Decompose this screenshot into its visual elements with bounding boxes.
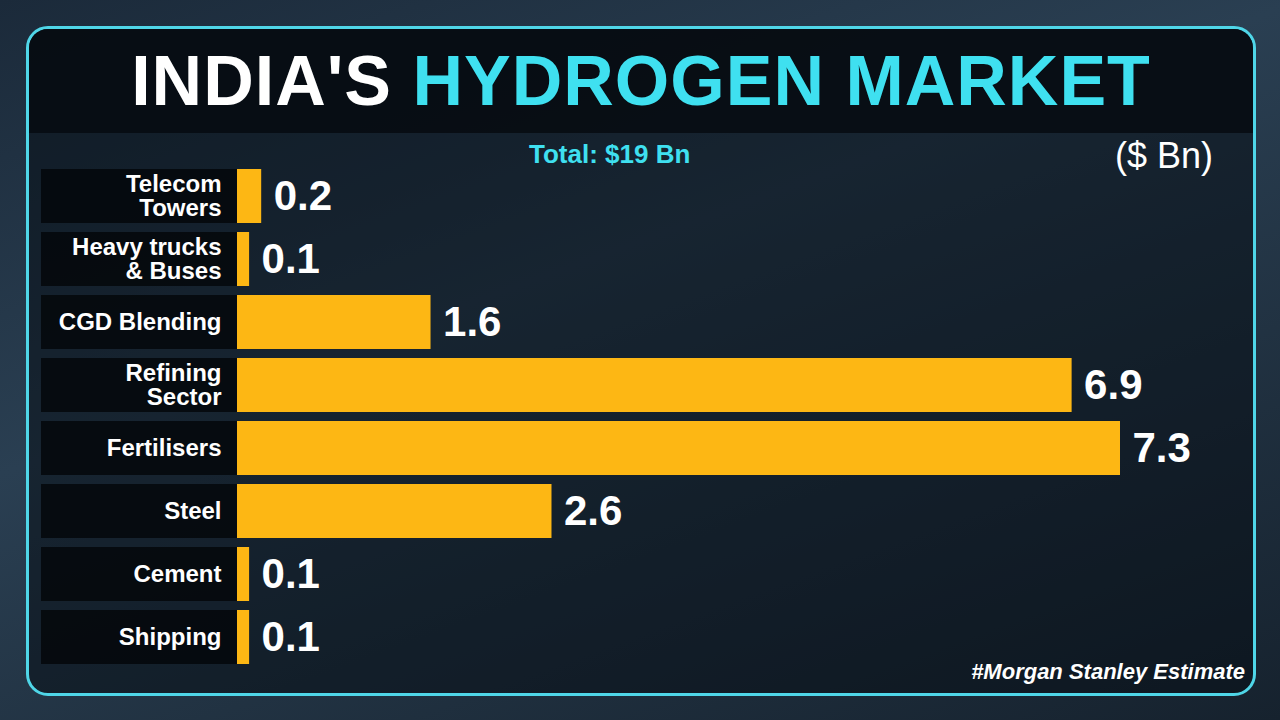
svg-text:Cement: Cement bbox=[133, 560, 221, 587]
svg-text:RefiningSector: RefiningSector bbox=[126, 359, 222, 410]
svg-text:Shipping: Shipping bbox=[119, 623, 222, 650]
html-text:($ Bn): ($ Bn) bbox=[1115, 135, 1213, 176]
html-text:INDIA'S HYDROGEN MARKET: INDIA'S HYDROGEN MARKET bbox=[131, 42, 1151, 120]
svg-text:1.6: 1.6 bbox=[443, 298, 501, 345]
html-text:#Morgan Stanley Estimate: #Morgan Stanley Estimate bbox=[971, 659, 1245, 684]
html-text:Total: $19 Bn: Total: $19 Bn bbox=[529, 139, 691, 169]
svg-text:7.3: 7.3 bbox=[1133, 424, 1191, 471]
svg-text:0.2: 0.2 bbox=[274, 172, 332, 219]
svg-text:Steel: Steel bbox=[164, 497, 221, 524]
svg-text:Fertilisers: Fertilisers bbox=[107, 434, 222, 461]
svg-text:CGD Blending: CGD Blending bbox=[59, 308, 222, 335]
svg-text:0.1: 0.1 bbox=[262, 235, 320, 282]
svg-text:Heavy trucks& Buses: Heavy trucks& Buses bbox=[72, 233, 221, 284]
svg-text:2.6: 2.6 bbox=[564, 487, 622, 534]
svg-text:0.1: 0.1 bbox=[262, 550, 320, 597]
svg-text:0.1: 0.1 bbox=[262, 613, 320, 660]
svg-text:TelecomTowers: TelecomTowers bbox=[126, 170, 222, 221]
svg-text:6.9: 6.9 bbox=[1084, 361, 1142, 408]
